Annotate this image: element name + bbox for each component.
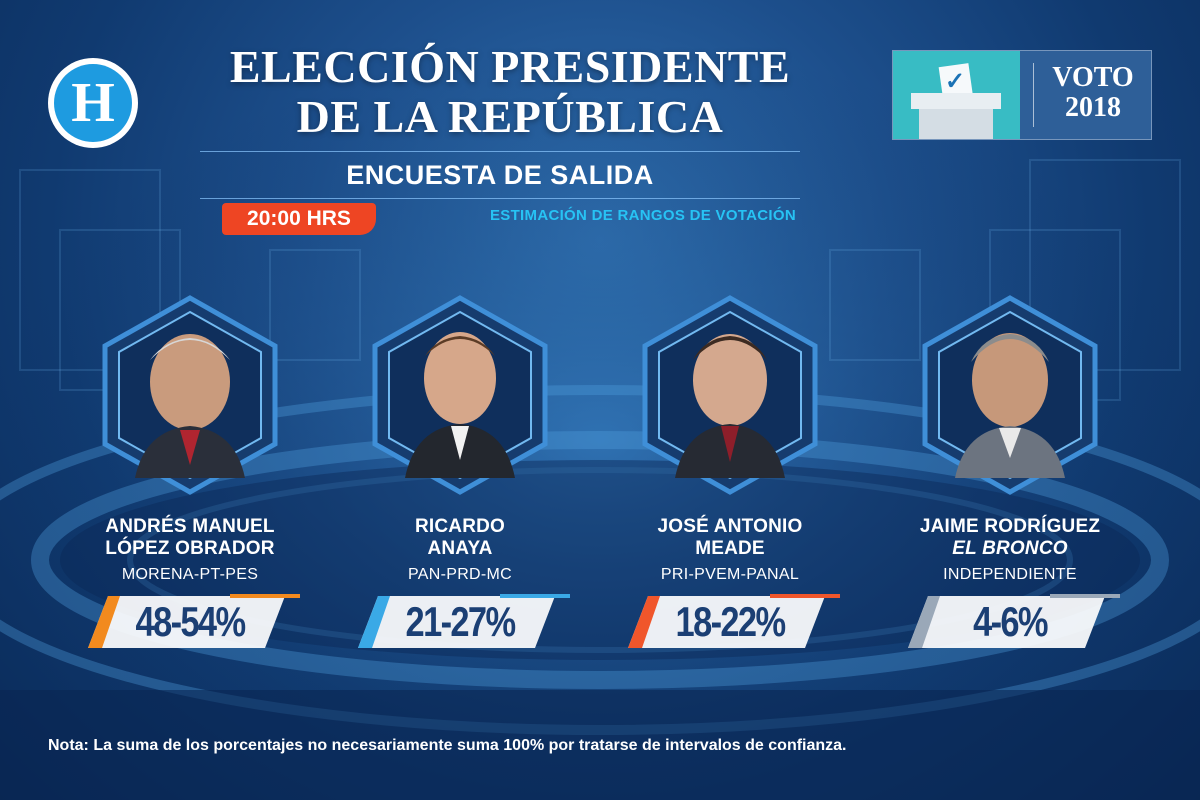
candidate-name: JAIME RODRÍGUEZ EL BRONCO bbox=[885, 516, 1135, 560]
candidate-card-rodriguez: JAIME RODRÍGUEZ EL BRONCO INDEPENDIENTE … bbox=[885, 290, 1135, 670]
logo-letter: H bbox=[54, 64, 132, 142]
candidate-name: ANDRÉS MANUEL LÓPEZ OBRADOR bbox=[65, 516, 315, 560]
candidate-name: JOSÉ ANTONIO MEADE bbox=[605, 516, 855, 560]
candidate-photo-frame bbox=[922, 295, 1098, 495]
heraldo-logo: H bbox=[48, 58, 138, 148]
page-title: ELECCIÓN PRESIDENTE DE LA REPÚBLICA bbox=[180, 42, 840, 142]
vote-range-value: 18-22% bbox=[675, 598, 787, 645]
candidate-name-line-2: EL BRONCO bbox=[952, 538, 1068, 559]
title-line-1: ELECCIÓN PRESIDENTE bbox=[229, 41, 791, 92]
candidate-party: INDEPENDIENTE bbox=[943, 566, 1077, 583]
candidate-photo-frame bbox=[372, 295, 548, 495]
candidate-name-line-1: ANDRÉS MANUEL bbox=[105, 516, 275, 537]
vote-range-badge: 21-27% bbox=[350, 592, 570, 652]
ballot-box-icon: ✓ bbox=[893, 51, 1020, 139]
portrait-placeholder bbox=[955, 333, 1065, 478]
title-divider bbox=[200, 151, 800, 152]
subtitle: ENCUESTA DE SALIDA bbox=[346, 160, 654, 190]
vote-range-value: 48-54% bbox=[135, 598, 247, 645]
candidate-name-line-1: JAIME RODRÍGUEZ bbox=[919, 516, 1101, 537]
voto-year: 2018 bbox=[1065, 92, 1121, 123]
candidate-party: PAN-PRD-MC bbox=[407, 566, 513, 583]
vote-range-badge: 18-22% bbox=[620, 592, 840, 652]
candidate-photo-frame bbox=[102, 295, 278, 495]
vote-range-badge: 4-6% bbox=[900, 592, 1120, 652]
estimation-label: ESTIMACIÓN DE RANGOS DE VOTACIÓN bbox=[489, 207, 796, 224]
candidate-card-meade: JOSÉ ANTONIO MEADE PRI-PVEM-PANAL 18-22% bbox=[605, 290, 855, 670]
vote-range-badge: 48-54% bbox=[80, 592, 300, 652]
voto-separator bbox=[1033, 63, 1034, 127]
candidate-name-line-2: LÓPEZ OBRADOR bbox=[105, 538, 275, 559]
candidate-party: PRI-PVEM-PANAL bbox=[660, 566, 800, 583]
candidate-name-line-1: RICARDO bbox=[414, 516, 506, 537]
voto-text: VOTO 2018 bbox=[1043, 63, 1143, 123]
time-badge: 20:00 HRS bbox=[222, 203, 376, 235]
candidate-photo-frame bbox=[642, 295, 818, 495]
subtitle-divider bbox=[200, 198, 800, 199]
vote-range-value: 4-6% bbox=[973, 598, 1048, 645]
portrait-placeholder bbox=[675, 334, 785, 478]
footnote: Nota: La suma de los porcentajes no nece… bbox=[48, 737, 847, 754]
candidate-name-line-2: ANAYA bbox=[427, 538, 493, 559]
candidate-name-line-1: JOSÉ ANTONIO bbox=[657, 516, 803, 537]
candidate-card-anaya: RICARDO ANAYA PAN-PRD-MC 21-27% bbox=[335, 290, 585, 670]
portrait-placeholder bbox=[405, 332, 515, 478]
candidate-name-line-2: MEADE bbox=[695, 538, 765, 559]
candidate-card-lopez-obrador: ANDRÉS MANUEL LÓPEZ OBRADOR MORENA-PT-PE… bbox=[65, 290, 315, 670]
voto-2018-badge: ✓ VOTO 2018 bbox=[892, 50, 1152, 140]
portrait-placeholder bbox=[135, 334, 245, 478]
vote-range-value: 21-27% bbox=[405, 598, 517, 645]
title-line-2: DE LA REPÚBLICA bbox=[296, 91, 724, 142]
candidate-party: MORENA-PT-PES bbox=[121, 566, 259, 583]
candidate-name: RICARDO ANAYA bbox=[335, 516, 585, 560]
voto-label: VOTO bbox=[1052, 62, 1134, 93]
